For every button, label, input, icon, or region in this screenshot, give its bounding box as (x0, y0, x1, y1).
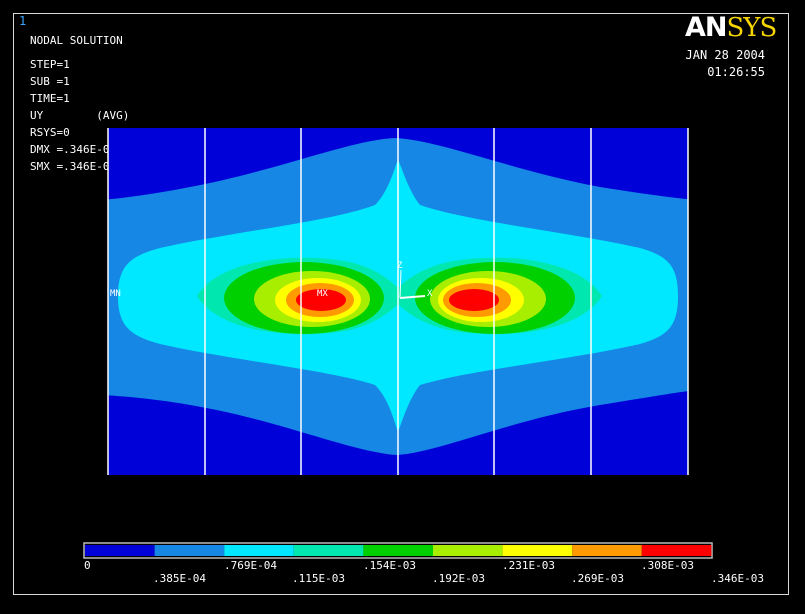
legend-label-8: .308E-03 (641, 559, 694, 572)
legend-label-4: .154E-03 (363, 559, 416, 572)
legend-swatch-0 (85, 545, 155, 556)
legend-swatch-4 (363, 545, 433, 556)
triad-icon (399, 269, 426, 299)
rsys-label: RSYS=0 (30, 126, 70, 139)
window-number: 1 (19, 14, 27, 28)
legend-label-5: .192E-03 (432, 572, 485, 585)
legend-label-3: .115E-03 (292, 572, 345, 585)
plot-frame (13, 13, 789, 595)
smx-label: SMX =.346E-03 (30, 160, 117, 173)
legend-swatch-8 (641, 545, 712, 556)
uy-label: UY (AVG) (30, 109, 130, 122)
legend-swatch-7 (572, 545, 642, 556)
legend-label-0: 0 (84, 559, 91, 572)
legend-label-2: .769E-04 (224, 559, 277, 572)
legend-bar (83, 542, 713, 559)
legend-label-1: .385E-04 (153, 572, 206, 585)
band-8-right (449, 289, 499, 311)
ansys-logo: ANSYS (685, 12, 778, 43)
legend-label-9: .346E-03 (711, 572, 764, 585)
axis-z-label: Z (397, 261, 403, 271)
axis-x-label: X (427, 289, 433, 299)
legend-label-7: .269E-03 (571, 572, 624, 585)
legend-label-6: .231E-03 (502, 559, 555, 572)
min-marker: MN (110, 289, 121, 299)
time-label: TIME=1 (30, 92, 70, 105)
element-lines (107, 128, 689, 475)
legend-swatch-5 (433, 545, 503, 556)
dmx-label: DMX =.346E-03 (30, 143, 117, 156)
legend-swatch-1 (154, 545, 225, 556)
solution-title: NODAL SOLUTION (30, 34, 123, 47)
max-marker: MX (317, 289, 328, 299)
logo-part-sys: SYS (726, 13, 778, 43)
legend-swatch-6 (502, 545, 573, 556)
time-stamp: 01:26:55 (707, 65, 765, 79)
step-label: STEP=1 (30, 58, 70, 71)
logo-part-an: AN (685, 12, 727, 43)
legend-swatch-2 (224, 545, 294, 556)
band-8-left (296, 289, 346, 311)
contour-bands (108, 128, 688, 475)
sub-label: SUB =1 (30, 75, 70, 88)
date-stamp: JAN 28 2004 (685, 48, 765, 62)
legend-swatch-3 (293, 545, 364, 556)
